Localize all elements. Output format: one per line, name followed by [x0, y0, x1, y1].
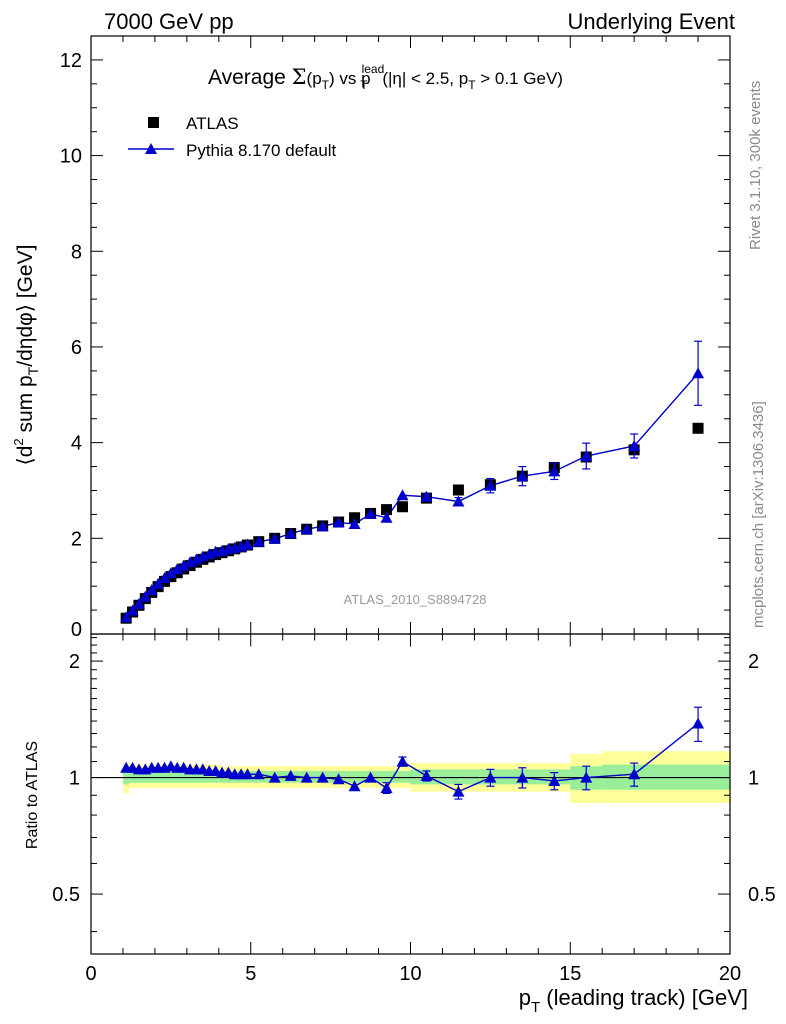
y-tick-label: 4 — [71, 433, 82, 455]
y-tick-label: 2 — [71, 528, 82, 550]
mc-point — [152, 577, 165, 589]
mc-point — [284, 527, 297, 539]
mc-point — [548, 465, 561, 477]
mc-point — [171, 562, 184, 574]
x-tick-label: 10 — [399, 963, 421, 985]
mc-point — [164, 567, 177, 579]
ratio-point — [580, 771, 593, 783]
ratio-y-axis-label: Ratio to ATLAS — [24, 741, 41, 849]
ratio-point — [380, 781, 393, 793]
atlas-point — [397, 501, 409, 513]
mc-point — [692, 367, 705, 379]
mc-point — [252, 535, 265, 547]
main-series — [120, 340, 705, 624]
atlas-point — [692, 422, 704, 434]
mcplots-source-label: mcplots.cern.ch [arXiv:1306.3436] — [750, 401, 767, 628]
x-tick-label: 5 — [245, 963, 256, 985]
y-tick-label: 8 — [71, 241, 82, 263]
axis-ticks — [90, 35, 731, 954]
atlas-point — [381, 504, 393, 516]
ratio-band-inner-2 — [218, 770, 411, 783]
mc-point — [268, 532, 281, 544]
x-tick-label: 20 — [719, 963, 741, 985]
mc-point — [190, 553, 203, 565]
mc-line — [125, 372, 699, 618]
y-tick-label: 6 — [71, 337, 82, 359]
ratio-point — [284, 769, 297, 781]
y-tick-label: 0 — [71, 619, 82, 641]
mc-point — [348, 517, 361, 529]
ratio-point — [364, 771, 377, 783]
legend-mc-marker — [145, 143, 157, 154]
ratio-band-inner-1 — [129, 770, 219, 783]
chart-title: Average Σ(pT) vs plead T (|η| < 2.5, pT >… — [208, 62, 563, 92]
ratio-point — [300, 771, 313, 783]
mc-point — [580, 450, 593, 462]
x-tick-label: 0 — [85, 963, 96, 985]
analysis-watermark: ATLAS_2010_S8894728 — [344, 592, 487, 607]
legend-mc-label: Pythia 8.170 default — [186, 141, 337, 160]
atlas-point — [349, 512, 361, 524]
mc-point — [300, 523, 313, 535]
ratio-y-tick-label-right: 0.5 — [748, 884, 776, 906]
y-axis-label: ⟨d2 sum pT/dηdφ⟩ [GeV] — [11, 245, 41, 466]
y-tick-label: 12 — [60, 50, 82, 72]
ratio-point — [452, 785, 465, 797]
mc-point — [184, 556, 197, 568]
ratio-y-tick-label-right: 1 — [748, 768, 759, 790]
ratio-point — [516, 771, 529, 783]
mc-point — [452, 495, 465, 507]
ratio-point — [348, 780, 361, 792]
ratio-point — [692, 717, 705, 729]
mc-point — [628, 439, 641, 451]
mc-point — [484, 479, 497, 491]
mc-point — [158, 572, 171, 584]
mc-point — [145, 583, 158, 595]
mc-point — [316, 520, 329, 532]
ratio-series — [91, 706, 730, 800]
mc-point — [139, 590, 152, 602]
ratio-point — [420, 769, 433, 781]
ratio-point — [548, 774, 561, 786]
ratio-point — [268, 771, 281, 783]
mc-point — [380, 511, 393, 523]
x-tick-label: 15 — [559, 963, 581, 985]
mc-point — [516, 470, 529, 482]
ratio-point — [484, 771, 497, 783]
ratio-y-tick-label-right: 2 — [748, 651, 759, 673]
rivet-version-label: Rivet 3.1.10, 300k events — [747, 81, 764, 250]
mc-point — [120, 611, 133, 623]
legend-atlas-label: ATLAS — [186, 114, 239, 133]
ratio-point — [396, 755, 409, 767]
mc-point — [177, 559, 190, 571]
ratio-point — [241, 768, 254, 780]
header-right: Underlying Event — [567, 9, 735, 34]
atlas-point — [452, 484, 464, 496]
ratio-y-tick-label-left: 0.5 — [52, 884, 80, 906]
header-left: 7000 GeV pp — [104, 9, 234, 34]
mc-point — [126, 604, 139, 616]
mc-point — [332, 516, 345, 528]
x-axis-label: pT (leading track) [GeV] — [519, 985, 748, 1016]
ratio-point — [252, 768, 265, 780]
ratio-point — [332, 773, 345, 785]
legend-atlas-marker — [148, 117, 159, 128]
ratio-point — [316, 771, 329, 783]
mc-point — [364, 507, 377, 519]
ratio-y-tick-label-left: 1 — [69, 768, 80, 790]
mc-point — [241, 538, 254, 550]
y-tick-label: 10 — [60, 146, 82, 168]
mc-point — [396, 489, 409, 501]
ratio-point — [628, 768, 641, 780]
mc-point — [132, 597, 145, 609]
ratio-y-tick-label-left: 2 — [69, 651, 80, 673]
mc-point — [420, 490, 433, 502]
